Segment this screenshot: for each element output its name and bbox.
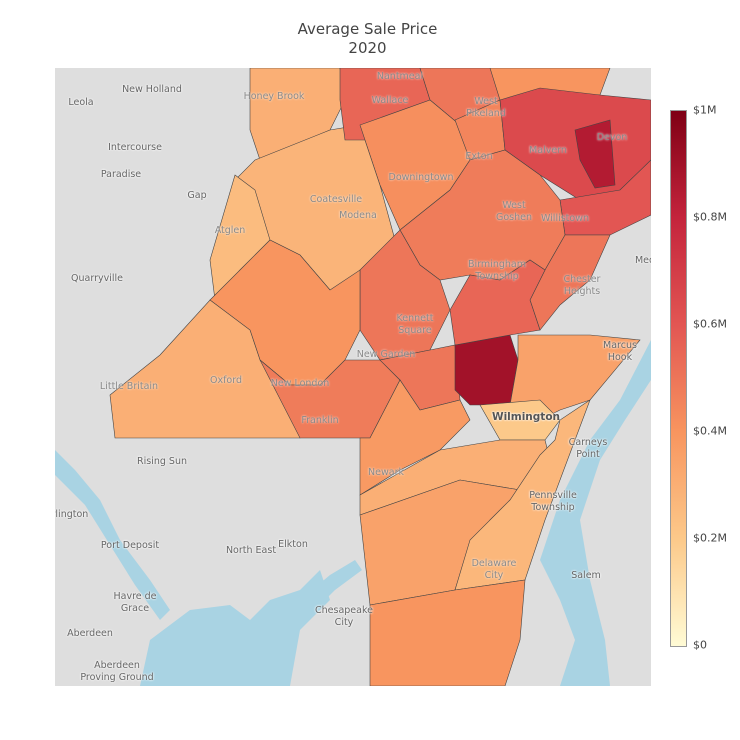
place-label-paradise: Paradise — [100, 169, 142, 180]
place-label-wallace: Wallace — [371, 95, 409, 106]
place-label-aberdeen-proving-ground: Aberdeen Proving Ground — [80, 660, 154, 683]
place-label-havre-de-grace: Havre de Grace — [113, 591, 157, 614]
susquehanna-river — [55, 450, 170, 620]
place-label-exton: Exton — [465, 151, 493, 162]
place-label-aberdeen: Aberdeen — [67, 628, 113, 639]
place-label-quarryville: Quarryville — [71, 273, 123, 284]
place-label-little-britain: Little Britain — [99, 381, 159, 392]
place-label-leola: Leola — [68, 97, 94, 108]
place-label-modena: Modena — [339, 210, 377, 221]
colorbar-tick-label: $0.6M — [693, 317, 727, 331]
chart-title: Average Sale Price — [297, 20, 438, 38]
region-newark[interactable] — [359, 379, 471, 496]
place-label-port-deposit: Port Deposit — [100, 540, 160, 551]
regions-layer — [109, 68, 651, 686]
place-label-honey-brook: Honey Brook — [243, 91, 305, 102]
delaware-river — [540, 340, 651, 686]
place-label-delaware-city: Delaware City — [471, 558, 517, 581]
colorbar-tick-label: $0 — [693, 638, 707, 652]
place-label-intercourse: Intercourse — [108, 142, 162, 153]
place-label-arlington: arlington — [55, 509, 89, 520]
place-label-oxford: Oxford — [209, 375, 243, 386]
place-label-chesapeake-city: Chesapeake City — [315, 605, 373, 628]
chesapeake-bay — [140, 570, 330, 686]
region-middletown[interactable] — [369, 579, 526, 686]
place-label-chester-heights: Chester Heights — [563, 274, 601, 297]
region-chadds-ford[interactable] — [449, 259, 546, 346]
colorbar-tick-label: $0.4M — [693, 424, 727, 438]
place-label-nantmeal: Nantmeal — [376, 71, 424, 82]
place-label-newark: Newark — [368, 467, 404, 478]
place-label-coatesville: Coatesville — [309, 194, 363, 205]
place-label-willistown: Willistown — [540, 213, 590, 224]
place-label-west-goshen: West Goshen — [495, 200, 533, 223]
place-label-new-london: New London — [270, 378, 330, 389]
region-greenville[interactable] — [454, 334, 519, 406]
region-wilmington[interactable] — [479, 399, 561, 441]
place-label-pennsville-township: Pennsville Township — [529, 490, 577, 513]
place-label-downingtown: Downingtown — [388, 172, 454, 183]
place-label-rising-sun: Rising Sun — [137, 456, 187, 467]
region-north-wilmington[interactable] — [509, 334, 641, 421]
place-label-salem: Salem — [571, 570, 601, 581]
place-label-med: Med — [634, 255, 651, 266]
region-devon[interactable] — [574, 119, 616, 189]
place-label-north-east: North East — [225, 545, 277, 556]
place-label-kennett-square: Kennett Square — [396, 313, 434, 336]
place-label-west-pikeland: West Pikeland — [466, 96, 506, 119]
colorbar-tick-label: $0.2M — [693, 531, 727, 545]
map-svg — [55, 68, 651, 686]
chart-subtitle: 2020 — [348, 39, 387, 57]
colorbar-tick-label: $0.8M — [693, 210, 727, 224]
place-label-malvern: Malvern — [529, 145, 567, 156]
place-label-new-garden: New Garden — [356, 349, 416, 360]
place-label-gap: Gap — [187, 190, 207, 201]
place-label-new-holland: New Holland — [122, 84, 182, 95]
place-label-carneys-point: Carneys Point — [568, 437, 608, 460]
place-label-wilmington: Wilmington — [491, 411, 561, 423]
place-label-franklin: Franklin — [301, 415, 339, 426]
colorbar-tick-label: $1M — [693, 103, 717, 117]
place-label-devon: Devon — [596, 132, 628, 143]
place-label-elkton: Elkton — [278, 539, 308, 550]
choropleth-map[interactable]: Leola New Holland Intercourse Paradise Gap Qu… — [55, 68, 651, 686]
place-label-birmingham-township: Birmingham Township — [468, 259, 526, 282]
elk-river — [300, 560, 362, 615]
place-label-atglen: Atglen — [214, 225, 246, 236]
place-label-marcus-hook: Marcus Hook — [603, 340, 637, 363]
colorbar — [670, 110, 687, 647]
water-layer — [55, 340, 651, 686]
